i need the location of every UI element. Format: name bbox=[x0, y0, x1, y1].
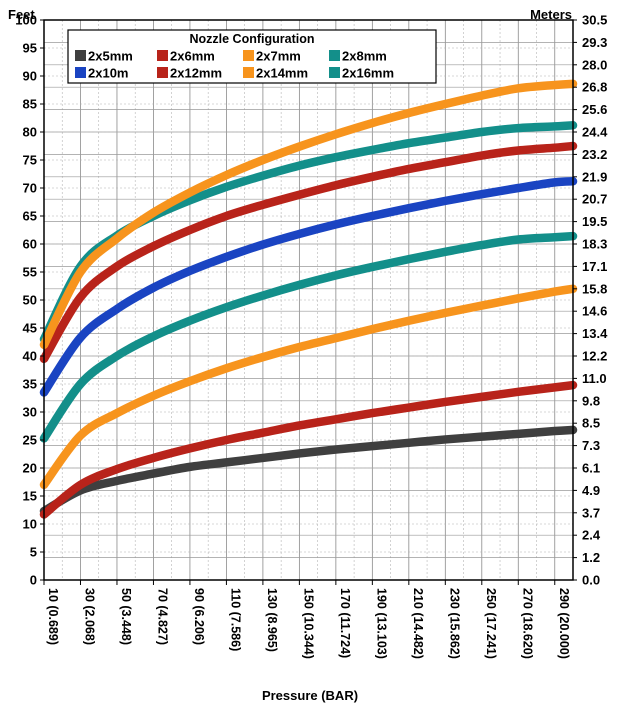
legend-item-label: 2x5mm bbox=[88, 49, 133, 64]
y-left-tick-label: 50 bbox=[23, 293, 37, 308]
left-axis-label: Feet bbox=[8, 7, 35, 22]
y-left-tick-label: 85 bbox=[23, 97, 37, 112]
y-right-tick-label: 12.2 bbox=[582, 349, 607, 364]
legend-swatch bbox=[75, 67, 86, 78]
legend-swatch bbox=[329, 50, 340, 61]
y-right-tick-label: 14.6 bbox=[582, 304, 607, 319]
y-right-tick-label: 7.3 bbox=[582, 438, 600, 453]
y-right-tick-label: 24.4 bbox=[582, 125, 608, 140]
legend-item-label: 2x16mm bbox=[342, 66, 394, 81]
x-tick-label: 150 (10.344) bbox=[301, 588, 315, 659]
legend-swatch bbox=[329, 67, 340, 78]
y-left-tick-label: 0 bbox=[30, 573, 37, 588]
y-right-tick-label: 17.1 bbox=[582, 259, 607, 274]
series-line-2x10m bbox=[39, 177, 578, 397]
y-left-tick-label: 5 bbox=[30, 545, 37, 560]
legend-swatch bbox=[157, 50, 168, 61]
y-left-tick-label: 45 bbox=[23, 321, 37, 336]
y-right-tick-label: 11.0 bbox=[582, 371, 607, 386]
y-left-tick-label: 70 bbox=[23, 181, 37, 196]
y-right-tick-label: 21.9 bbox=[582, 169, 607, 184]
legend-item-label: 2x6mm bbox=[170, 49, 215, 64]
y-right-tick-label: 9.8 bbox=[582, 393, 600, 408]
y-right-tick-label: 28.0 bbox=[582, 57, 607, 72]
series-line-2x14mm bbox=[39, 79, 578, 350]
y-left-tick-label: 25 bbox=[23, 433, 37, 448]
x-axis-label: Pressure (BAR) bbox=[262, 688, 358, 703]
y-left-tick-label: 90 bbox=[23, 69, 37, 84]
x-tick-label: 30 (2.068) bbox=[82, 588, 96, 645]
series-line-2x6mm bbox=[39, 380, 578, 519]
y-left-tick-label: 80 bbox=[23, 125, 37, 140]
y-right-tick-label: 26.8 bbox=[582, 80, 607, 95]
y-left-tick-label: 55 bbox=[23, 265, 37, 280]
y-left-tick-label: 15 bbox=[23, 489, 37, 504]
y-right-tick-label: 18.3 bbox=[582, 237, 607, 252]
x-tick-label: 270 (18.620) bbox=[520, 588, 534, 659]
legend-title: Nozzle Configuration bbox=[190, 32, 315, 46]
y-right-tick-label: 29.3 bbox=[582, 35, 607, 50]
y-left-tick-label: 60 bbox=[23, 237, 37, 252]
y-left-tick-label: 40 bbox=[23, 349, 37, 364]
y-right-tick-labels: 0.0 1.2 2.4 3.7 4.9 6.1 7.3 8.5 9.8 11.0 12.2 13.4 1… bbox=[573, 13, 608, 588]
x-tick-label: 110 (7.586) bbox=[228, 588, 242, 651]
legend-item-label: 2x10m bbox=[88, 66, 128, 81]
legend-item-label: 2x7mm bbox=[256, 49, 301, 64]
y-left-tick-label: 30 bbox=[23, 405, 37, 420]
y-left-tick-label: 95 bbox=[23, 41, 37, 56]
y-right-tick-label: 8.5 bbox=[582, 416, 600, 431]
x-tick-label: 130 (8.965) bbox=[265, 588, 279, 652]
series-line-2x8mm bbox=[39, 231, 578, 443]
y-right-tick-label: 3.7 bbox=[582, 505, 600, 520]
x-tick-labels: 10 (0.689) 30 (2.068) 50 (3.448) 70 (4.827)… bbox=[43, 580, 571, 659]
y-left-tick-label: 10 bbox=[23, 517, 37, 532]
y-right-tick-label: 20.7 bbox=[582, 192, 607, 207]
legend-item-label: 2x8mm bbox=[342, 49, 387, 64]
legend-item-label: 2x12mm bbox=[170, 66, 222, 81]
legend-swatch bbox=[75, 50, 86, 61]
legend-swatch bbox=[243, 67, 254, 78]
series-layer bbox=[39, 79, 578, 519]
legend-items: 2x5mm 2x6mm 2x7mm 2x8mm 2x10m 2x12mm 2x14mm 2x1… bbox=[75, 49, 394, 81]
y-left-tick-label: 75 bbox=[23, 153, 37, 168]
y-right-tick-label: 6.1 bbox=[582, 461, 600, 476]
x-tick-label: 190 (13.103) bbox=[374, 588, 388, 659]
x-tick-label: 210 (14.482) bbox=[411, 588, 425, 659]
x-tick-label: 230 (15.862) bbox=[447, 588, 461, 659]
right-axis-label: Meters bbox=[530, 7, 572, 22]
legend-swatch bbox=[157, 67, 168, 78]
y-left-tick-label: 100 bbox=[15, 13, 37, 28]
y-right-tick-label: 4.9 bbox=[582, 483, 600, 498]
y-left-tick-label: 65 bbox=[23, 209, 37, 224]
y-right-tick-label: 1.2 bbox=[582, 550, 600, 565]
x-tick-label: 290 (20.000) bbox=[557, 588, 571, 659]
y-left-tick-label: 20 bbox=[23, 461, 37, 476]
y-right-tick-label: 23.2 bbox=[582, 147, 607, 162]
y-right-tick-label: 19.5 bbox=[582, 214, 607, 229]
x-tick-label: 90 (6.206) bbox=[192, 588, 206, 645]
y-right-tick-label: 30.5 bbox=[582, 13, 607, 28]
legend-swatch bbox=[243, 50, 254, 61]
x-tick-label: 250 (17.241) bbox=[484, 588, 498, 659]
y-right-tick-label: 0.0 bbox=[582, 573, 600, 588]
y-right-tick-label: 2.4 bbox=[582, 528, 601, 543]
x-tick-label: 170 (11.724) bbox=[338, 588, 352, 658]
legend: Nozzle Configuration 2x5mm 2x6mm 2x7mm 2x8m… bbox=[67, 29, 437, 84]
y-right-tick-label: 25.6 bbox=[582, 102, 607, 117]
x-tick-label: 50 (3.448) bbox=[119, 588, 133, 645]
y-right-tick-label: 13.4 bbox=[582, 326, 608, 341]
y-right-tick-label: 15.8 bbox=[582, 281, 607, 296]
series-line-2x12mm bbox=[39, 141, 578, 364]
y-left-tick-label: 35 bbox=[23, 377, 37, 392]
series-line-2x7mm bbox=[39, 284, 578, 490]
legend-item-label: 2x14mm bbox=[256, 66, 308, 81]
series-line-2x5mm bbox=[39, 425, 578, 516]
x-tick-label: 10 (0.689) bbox=[46, 588, 60, 645]
y-left-tick-labels: 0 5 10 15 20 25 30 35 40 45 50 55 60 65 70 75 80 85 90 95 10… bbox=[15, 13, 44, 588]
x-tick-label: 70 (4.827) bbox=[155, 588, 169, 645]
